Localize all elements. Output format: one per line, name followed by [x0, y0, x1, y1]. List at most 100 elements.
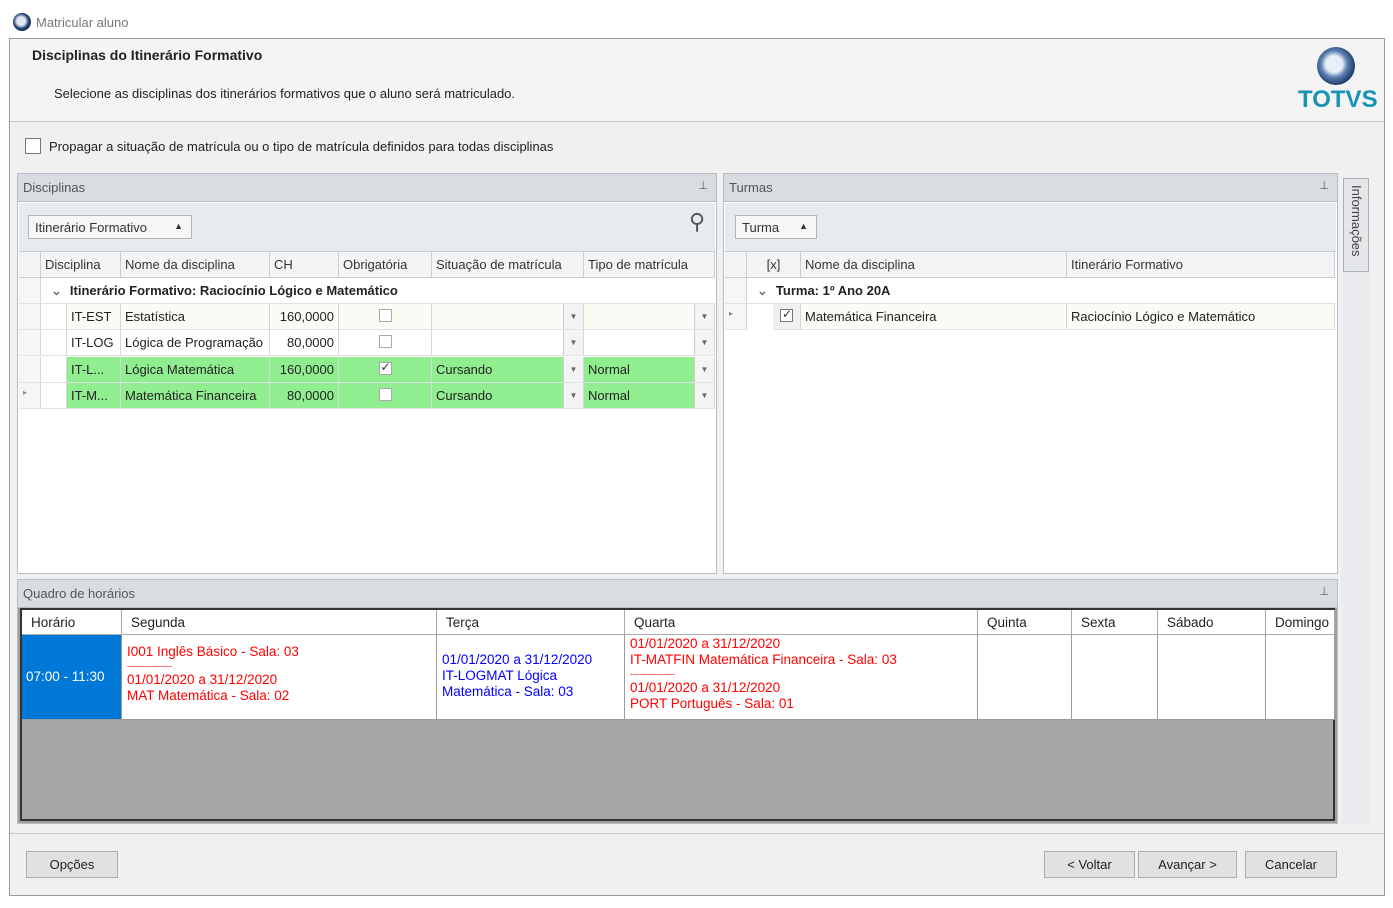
chevron-down-icon[interactable]: ▼	[563, 330, 583, 356]
cell-codigo[interactable]: IT-M...	[67, 382, 121, 409]
cell-obrigatoria[interactable]	[339, 382, 432, 409]
group-by-itinerario[interactable]: Itinerário Formativo ▲	[28, 215, 192, 239]
cell-itinerario[interactable]: Raciocínio Lógico e Matemático	[1067, 304, 1335, 330]
propagate-option[interactable]: Propagar a situação de matrícula ou o ti…	[25, 138, 553, 154]
chevron-down-icon[interactable]: ⌄	[757, 283, 768, 298]
situacao-dropdown[interactable]: ▼	[432, 304, 584, 330]
select-cell[interactable]	[773, 304, 801, 330]
cell-nome[interactable]: Matemática Financeira	[801, 304, 1067, 330]
situacao-dropdown[interactable]: ▼	[432, 330, 584, 357]
schedule-cell-quarta[interactable]: 01/01/2020 a 31/12/2020 IT-MATFIN Matemát…	[625, 635, 978, 720]
row-indicator[interactable]: ▸	[725, 304, 747, 330]
turma-checkbox[interactable]	[780, 307, 793, 322]
column-header: Sábado	[1158, 610, 1266, 635]
column-header[interactable]: Itinerário Formativo	[1067, 252, 1335, 278]
chevron-down-icon[interactable]: ▼	[694, 382, 714, 408]
group-row[interactable]: ⌄ Turma: 1º Ano 20A	[747, 278, 1335, 304]
row-indicator[interactable]	[19, 330, 41, 357]
cell-nome[interactable]: Lógica Matemática	[121, 356, 270, 383]
next-button[interactable]: Avançar >	[1138, 851, 1237, 878]
group-by-turma[interactable]: Turma ▲	[735, 215, 817, 239]
cell-ch[interactable]: 160,0000	[270, 356, 339, 383]
schedule-cell-empty[interactable]	[978, 635, 1072, 720]
column-header: Sexta	[1072, 610, 1158, 635]
back-button[interactable]: < Voltar	[1044, 851, 1135, 878]
quadro-panel: Quadro de horários ⊥ Horário Segunda Terça Q…	[17, 579, 1338, 824]
schedule-entry: 01/01/2020 a 31/12/2020	[127, 672, 278, 687]
cell-obrigatoria[interactable]	[339, 304, 432, 330]
tipo-dropdown[interactable]: Normal ▼	[584, 356, 715, 383]
column-header: Segunda	[122, 610, 437, 635]
pin-icon[interactable]: ⊥	[698, 180, 708, 192]
column-header: Domingo	[1266, 610, 1335, 635]
cell-obrigatoria[interactable]	[339, 330, 432, 357]
chevron-down-icon[interactable]: ▼	[563, 304, 583, 329]
indent	[41, 356, 67, 383]
cell-codigo[interactable]: IT-EST	[67, 304, 121, 330]
schedule-cell-terca[interactable]: 01/01/2020 a 31/12/2020 IT-LOGMAT Lógica M…	[437, 635, 625, 720]
cell-ch[interactable]: 80,0000	[270, 330, 339, 357]
propagate-label: Propagar a situação de matrícula ou o ti…	[49, 138, 554, 154]
disciplinas-panel: Disciplinas ⊥ Itinerário Formativo ▲ ⚲ Dis…	[17, 173, 717, 574]
divider	[10, 833, 1384, 834]
obrigatoria-checkbox[interactable]	[378, 309, 392, 322]
cell-nome[interactable]: Estatística	[121, 304, 270, 330]
column-header[interactable]: Obrigatória	[339, 252, 432, 278]
cell-ch[interactable]: 160,0000	[270, 304, 339, 330]
tipo-dropdown[interactable]: ▼	[584, 304, 715, 330]
totvs-logo-icon	[1317, 47, 1355, 85]
time-cell[interactable]: 07:00 - 11:30	[22, 635, 122, 720]
row-indicator[interactable]: ▸	[19, 382, 41, 409]
cell-nome[interactable]: Matemática Financeira	[121, 382, 270, 409]
options-button[interactable]: Opções	[26, 851, 118, 878]
chevron-down-icon[interactable]: ⌄	[51, 283, 62, 298]
cancel-button[interactable]: Cancelar	[1245, 851, 1337, 878]
cell-codigo[interactable]: IT-LOG	[67, 330, 121, 357]
side-tab-strip	[1341, 272, 1369, 825]
column-header: Horário	[22, 610, 122, 635]
obrigatoria-checkbox[interactable]	[378, 335, 392, 349]
row-indicator[interactable]	[19, 356, 41, 383]
schedule-cell-empty[interactable]	[1266, 635, 1335, 720]
schedule-cell-empty[interactable]	[1072, 635, 1158, 720]
chevron-down-icon[interactable]: ▼	[694, 330, 714, 356]
chevron-down-icon[interactable]: ▼	[563, 356, 583, 382]
group-label: Turma: 1º Ano 20A	[775, 283, 891, 298]
situacao-dropdown[interactable]: Cursando ▼	[432, 382, 584, 409]
obrigatoria-checkbox[interactable]	[378, 387, 392, 401]
column-header[interactable]: Situação de matrícula	[432, 252, 584, 278]
chevron-down-icon[interactable]: ▼	[563, 382, 583, 408]
schedule-entry: IT-MATFIN Matemática Financeira - Sala: …	[630, 652, 897, 667]
obrigatoria-checkbox[interactable]	[378, 360, 392, 375]
panel-title: Quadro de horários	[23, 586, 136, 601]
column-header[interactable]: CH	[270, 252, 339, 278]
pin-icon[interactable]: ⊥	[1319, 180, 1329, 192]
propagate-checkbox[interactable]	[25, 138, 41, 154]
group-row[interactable]: ⌄ Itinerário Formativo: Raciocínio Lógico…	[41, 278, 715, 304]
search-icon[interactable]: ⚲	[688, 209, 705, 234]
column-header[interactable]: Nome da disciplina	[801, 252, 1067, 278]
tipo-dropdown[interactable]: Normal ▼	[584, 382, 715, 409]
schedule-cell-segunda[interactable]: I001 Inglês Básico - Sala: 03 -----------…	[122, 635, 437, 720]
cell-ch[interactable]: 80,0000	[270, 382, 339, 409]
side-tab-informacoes[interactable]: Informações	[1343, 178, 1369, 272]
pin-icon[interactable]: ⊥	[1319, 586, 1329, 598]
schedule-cell-empty[interactable]	[1158, 635, 1266, 720]
situacao-dropdown[interactable]: Cursando ▼	[432, 356, 584, 383]
tipo-dropdown[interactable]: ▼	[584, 330, 715, 357]
group-panel: Turma ▲	[725, 203, 1336, 252]
schedule-entry: I001 Inglês Básico - Sala: 03	[127, 644, 299, 659]
column-header[interactable]: Tipo de matrícula	[584, 252, 715, 278]
column-header: Quinta	[978, 610, 1072, 635]
indent	[41, 382, 67, 409]
chevron-down-icon[interactable]: ▼	[694, 304, 714, 329]
row-indicator[interactable]	[19, 304, 41, 330]
cell-nome[interactable]: Lógica de Programação	[121, 330, 270, 357]
cell-obrigatoria[interactable]	[339, 356, 432, 383]
chevron-down-icon[interactable]: ▼	[694, 356, 714, 382]
column-header[interactable]: Nome da disciplina	[121, 252, 270, 278]
group-panel: Itinerário Formativo ▲ ⚲	[19, 203, 715, 252]
column-header[interactable]: [x]	[747, 252, 801, 278]
column-header[interactable]: Disciplina	[41, 252, 121, 278]
cell-codigo[interactable]: IT-L...	[67, 356, 121, 383]
